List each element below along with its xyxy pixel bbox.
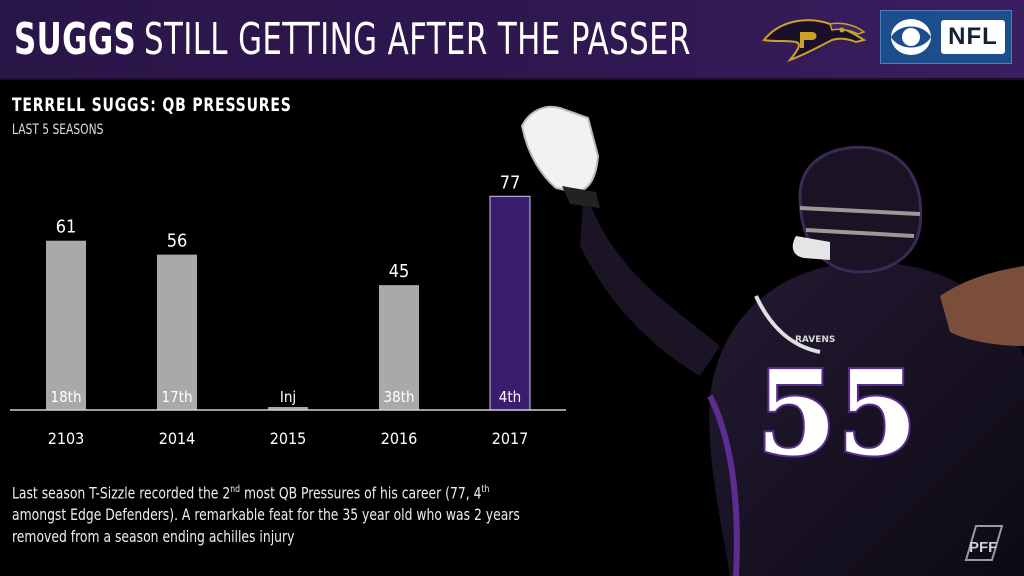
ravens-logo-icon bbox=[762, 19, 867, 63]
cbs-nfl-logo: NFL bbox=[880, 10, 1012, 64]
caption-sup-1: nd bbox=[230, 484, 241, 495]
x-tick-2015: 2015 bbox=[270, 429, 307, 448]
caption: Last season T-Sizzle recorded the 2nd mo… bbox=[12, 479, 592, 548]
chart-title: TERRELL SUGGS: QB PRESSURES bbox=[12, 94, 292, 116]
x-tick-2103: 2103 bbox=[48, 429, 85, 448]
rank-label-2015: Inj bbox=[280, 388, 296, 406]
value-label-2017: 77 bbox=[500, 172, 521, 193]
jersey-number: 55 bbox=[756, 346, 917, 482]
rank-label-2017: 4th bbox=[499, 388, 521, 406]
nfl-label: NFL bbox=[941, 20, 1005, 54]
bar-2015 bbox=[268, 407, 308, 410]
pff-logo-icon: PFF bbox=[964, 525, 1004, 561]
bar-2103 bbox=[46, 240, 86, 410]
jersey-text: RAVENS bbox=[795, 335, 835, 345]
rank-label-2103: 18th bbox=[50, 388, 81, 406]
bar-2016 bbox=[379, 285, 419, 410]
x-tick-2017: 2017 bbox=[492, 429, 529, 448]
caption-line-2: amongst Edge Defenders). A remarkable fe… bbox=[12, 505, 520, 525]
value-label-2016: 45 bbox=[389, 261, 410, 282]
pff-label: PFF bbox=[969, 539, 997, 556]
cbs-eye-icon bbox=[891, 19, 931, 55]
value-label-2014: 56 bbox=[167, 231, 188, 252]
rank-label-2014: 17th bbox=[161, 388, 192, 406]
player-photo: RAVENS 55 bbox=[520, 105, 1024, 576]
bar-chart: 61 18th 2103 56 17th 2014 Inj 2015 45 38th 2016 77 4… bbox=[10, 172, 566, 448]
headline: SUGGS STILL GETTING AFTER THE PASSER bbox=[14, 12, 691, 68]
chart-subtitle: LAST 5 SEASONS bbox=[12, 122, 104, 138]
headline-rest: STILL GETTING AFTER THE PASSER bbox=[143, 14, 691, 65]
rank-label-2016: 38th bbox=[383, 388, 414, 406]
bar-2014 bbox=[157, 254, 197, 410]
value-label-2103: 61 bbox=[56, 217, 77, 238]
caption-line-3: removed from a season ending achilles in… bbox=[12, 527, 295, 547]
header-banner: SUGGS STILL GETTING AFTER THE PASSER NFL bbox=[0, 0, 1024, 80]
headline-bold: SUGGS bbox=[14, 14, 137, 65]
caption-sup-2: th bbox=[481, 484, 490, 495]
caption-part-2: most QB Pressures of his career (77, 4 bbox=[240, 483, 482, 503]
x-tick-2014: 2014 bbox=[159, 429, 196, 448]
x-tick-2016: 2016 bbox=[381, 429, 418, 448]
caption-line-1: Last season T-Sizzle recorded the 2nd mo… bbox=[12, 479, 511, 504]
caption-part-1: Last season T-Sizzle recorded the 2 bbox=[12, 483, 231, 503]
